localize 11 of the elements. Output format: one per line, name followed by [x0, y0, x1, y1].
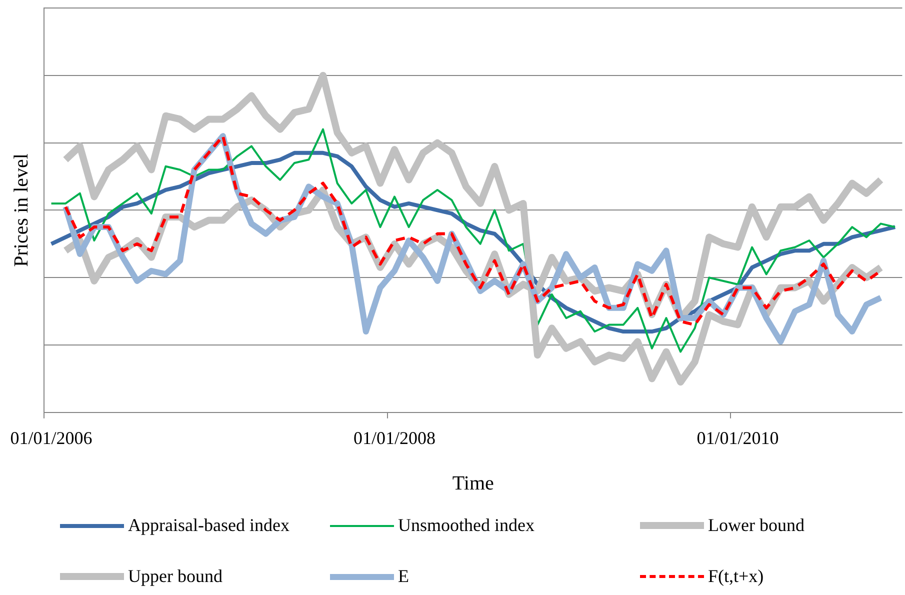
legend-label: Upper bound [128, 566, 222, 587]
x-tick-label: 01/01/2008 [354, 428, 436, 448]
x-axis-title: Time [452, 472, 494, 494]
x-tick-label: 01/01/2010 [696, 428, 779, 448]
legend-label: Lower bound [708, 515, 804, 536]
y-axis-title: Prices in level [10, 153, 32, 267]
legend-label: Appraisal-based index [128, 515, 290, 536]
legend-label: Unsmoothed index [398, 515, 534, 536]
legend-label: F(t,t+x) [708, 566, 764, 587]
legend-label: E [398, 566, 409, 587]
x-tick-label: 01/01/2006 [10, 428, 92, 448]
